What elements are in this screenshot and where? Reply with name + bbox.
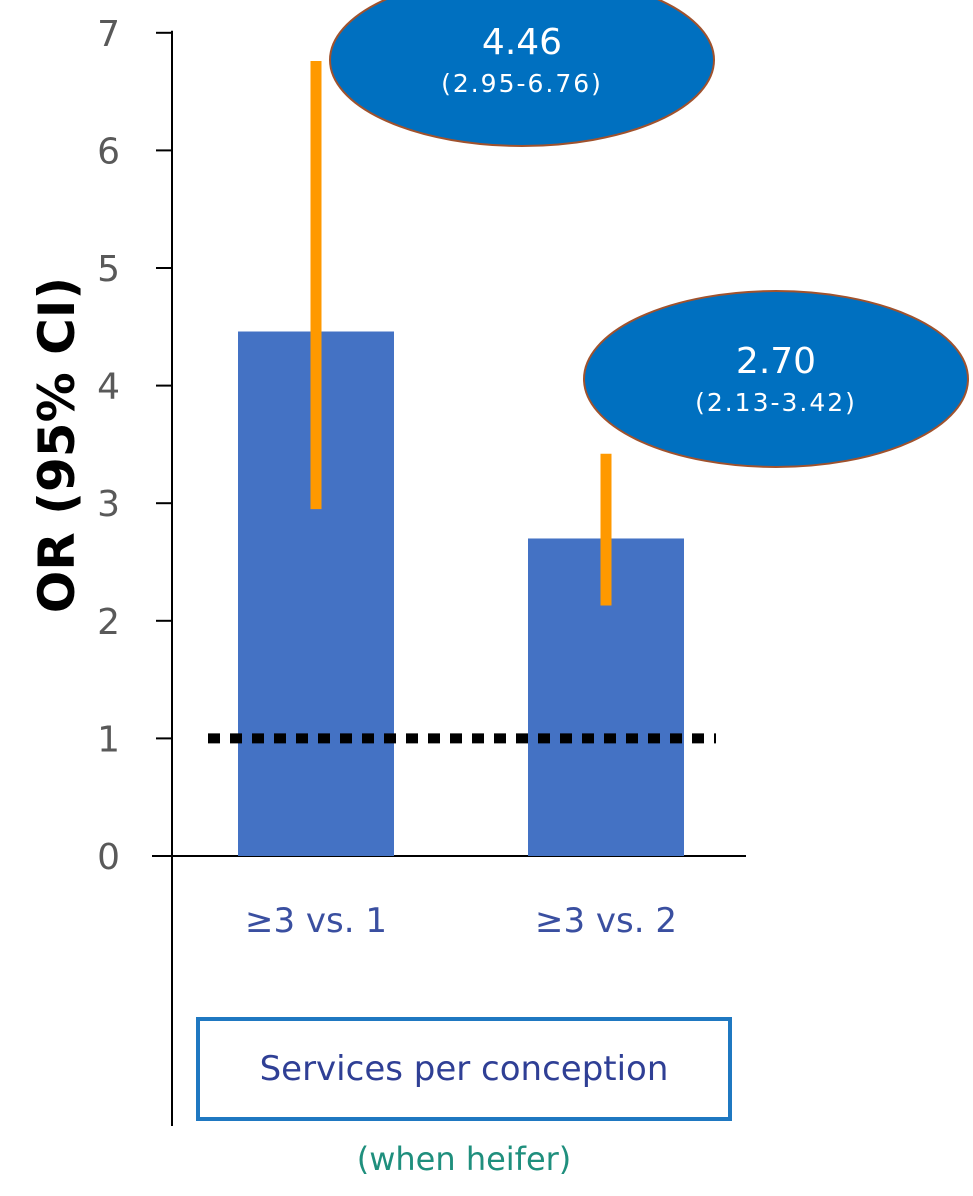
y-tick-label: 0 — [97, 837, 120, 878]
category-label-2: ≥3 vs. 2 — [535, 901, 677, 941]
y-tick-label: 7 — [97, 14, 120, 55]
annotation-value-2: 2.70 — [736, 341, 816, 382]
error-bars-layer — [310, 61, 612, 606]
y-tick-label: 6 — [97, 131, 120, 172]
annotation-ci-2: (2.13-3.42) — [695, 388, 857, 417]
y-tick-label: 1 — [97, 719, 120, 760]
group-label-box: Services per conception — [196, 1017, 732, 1121]
y-tick-label: 2 — [97, 602, 120, 643]
annotation-bubble-1 — [329, 0, 715, 147]
labels-layer: OR (95% CI) ≥3 vs. 1 ≥3 vs. 2 — [28, 277, 677, 941]
y-tick-label: 3 — [97, 484, 120, 525]
annotation-layer: 4.46 (2.95-6.76) 2.70 (2.13-3.42) — [329, 0, 969, 468]
annotation-bubble-2 — [583, 290, 969, 468]
category-label-1: ≥3 vs. 1 — [245, 901, 387, 941]
y-tick-label: 5 — [97, 249, 120, 290]
group-label: Services per conception — [259, 1049, 669, 1089]
y-axis-title: OR (95% CI) — [28, 277, 86, 614]
y-tick-label: 4 — [97, 367, 120, 408]
annotation-value-1: 4.46 — [482, 22, 562, 63]
group-note: (when heifer) — [356, 1140, 572, 1178]
annotation-ci-1: (2.95-6.76) — [441, 69, 603, 98]
